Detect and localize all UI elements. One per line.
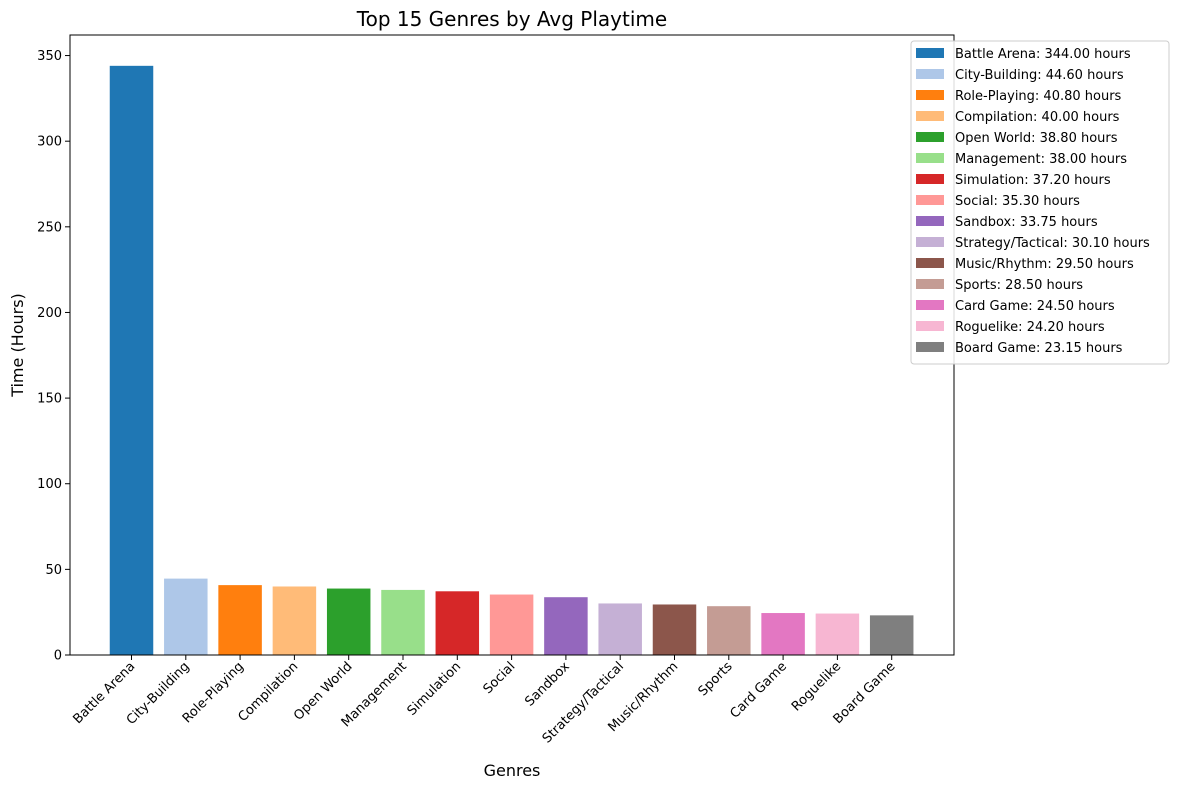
legend-swatch bbox=[916, 132, 944, 142]
bar bbox=[164, 578, 208, 655]
legend-entry: Management: 38.00 hours bbox=[955, 152, 1127, 167]
legend-entry: Board Game: 23.15 hours bbox=[955, 341, 1123, 356]
legend-swatch bbox=[916, 300, 944, 310]
y-tick-label: 300 bbox=[37, 135, 62, 150]
legend-entry: Sandbox: 33.75 hours bbox=[955, 215, 1098, 230]
bar bbox=[435, 591, 480, 655]
legend-swatch bbox=[916, 69, 944, 79]
y-tick-label: 150 bbox=[37, 392, 62, 407]
bar bbox=[869, 615, 914, 655]
y-tick-label: 0 bbox=[54, 649, 62, 664]
bar bbox=[326, 588, 371, 655]
legend-entry: Sports: 28.50 hours bbox=[955, 278, 1083, 293]
plot-area bbox=[109, 65, 914, 655]
bar bbox=[381, 589, 425, 655]
legend-swatch bbox=[916, 48, 944, 58]
legend-swatch bbox=[916, 111, 944, 121]
x-axis-label: Genres bbox=[484, 761, 541, 780]
bar bbox=[761, 613, 805, 655]
y-tick-label: 350 bbox=[37, 49, 62, 64]
bar bbox=[652, 604, 697, 655]
chart-title: Top 15 Genres by Avg Playtime bbox=[356, 7, 667, 31]
legend-swatch bbox=[916, 153, 944, 163]
legend-frame bbox=[910, 40, 1170, 365]
bar bbox=[109, 65, 154, 655]
legend-entry: Strategy/Tactical: 30.10 hours bbox=[955, 236, 1150, 251]
y-axis-label: Time (Hours) bbox=[8, 293, 27, 398]
bar bbox=[218, 585, 262, 655]
legend-entry: Social: 35.30 hours bbox=[955, 194, 1080, 209]
legend-swatch bbox=[916, 279, 944, 289]
legend-entry: Battle Arena: 344.00 hours bbox=[955, 47, 1131, 62]
legend-swatch bbox=[916, 90, 944, 100]
legend-swatch bbox=[916, 342, 944, 352]
legend-swatch bbox=[916, 258, 944, 268]
legend-entry: Roguelike: 24.20 hours bbox=[955, 320, 1105, 335]
legend-entry: Music/Rhythm: 29.50 hours bbox=[955, 257, 1134, 272]
bar bbox=[544, 597, 588, 655]
bar bbox=[598, 603, 642, 655]
legend-entry: City-Building: 44.60 hours bbox=[955, 68, 1124, 83]
legend-entry: Role-Playing: 40.80 hours bbox=[955, 89, 1122, 104]
bar bbox=[815, 613, 860, 655]
bar bbox=[489, 594, 534, 655]
legend-swatch bbox=[916, 321, 944, 331]
y-tick-label: 200 bbox=[37, 306, 62, 321]
legend-entry: Card Game: 24.50 hours bbox=[955, 299, 1115, 314]
y-tick-label: 100 bbox=[37, 477, 62, 492]
legend-swatch bbox=[916, 237, 944, 247]
y-tick-label: 50 bbox=[45, 563, 62, 578]
legend-swatch bbox=[916, 216, 944, 226]
legend-swatch bbox=[916, 195, 944, 205]
legend-swatch bbox=[916, 174, 944, 184]
legend-entry: Compilation: 40.00 hours bbox=[955, 110, 1120, 125]
y-tick-label: 250 bbox=[37, 220, 62, 235]
legend: Battle Arena: 344.00 hours City-Building:… bbox=[910, 40, 1170, 365]
bar bbox=[272, 586, 317, 655]
legend-entry: Open World: 38.80 hours bbox=[955, 131, 1118, 146]
legend-entry: Simulation: 37.20 hours bbox=[955, 173, 1111, 188]
bar bbox=[707, 606, 751, 655]
y-axis: 0 50 100 150 200 250 300 350 bbox=[37, 49, 70, 664]
